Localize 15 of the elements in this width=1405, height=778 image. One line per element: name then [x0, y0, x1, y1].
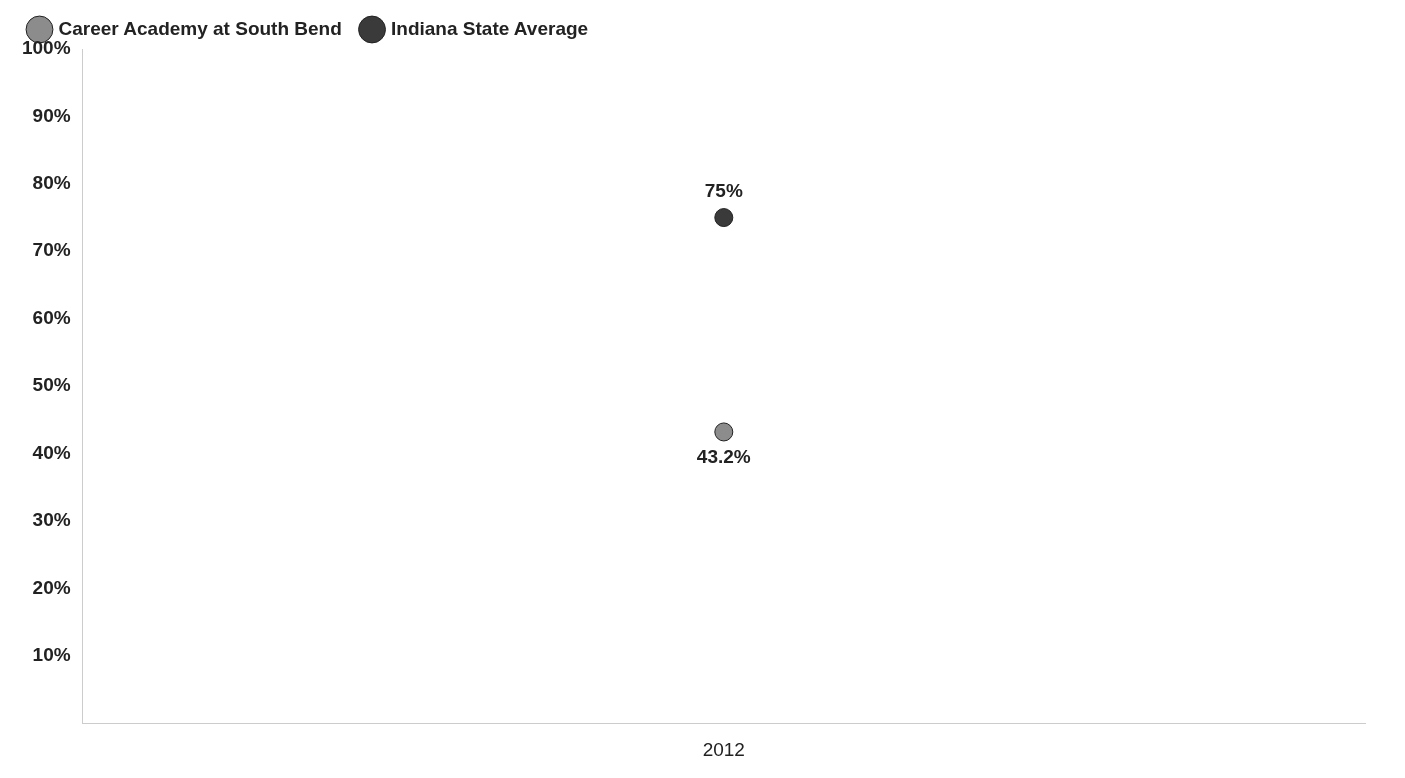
x-tick-label: 2012 [702, 738, 745, 760]
data-label: 75% [704, 180, 743, 202]
y-tick-label: 10% [32, 644, 71, 666]
y-tick-label: 80% [32, 172, 71, 194]
y-tick-label: 90% [32, 104, 71, 126]
y-tick-label: 50% [32, 374, 71, 396]
y-tick-label: 20% [32, 576, 71, 598]
y-tick-label: 30% [32, 509, 71, 531]
legend-label: Career Academy at South Bend [58, 17, 342, 39]
y-tick-label: 70% [32, 239, 71, 261]
y-tick-label: 100% [21, 37, 71, 59]
y-tick-label: 40% [32, 441, 71, 463]
legend-label: Indiana State Average [391, 17, 589, 39]
y-tick-label: 60% [32, 306, 71, 328]
data-label: 43.2% [696, 445, 751, 467]
